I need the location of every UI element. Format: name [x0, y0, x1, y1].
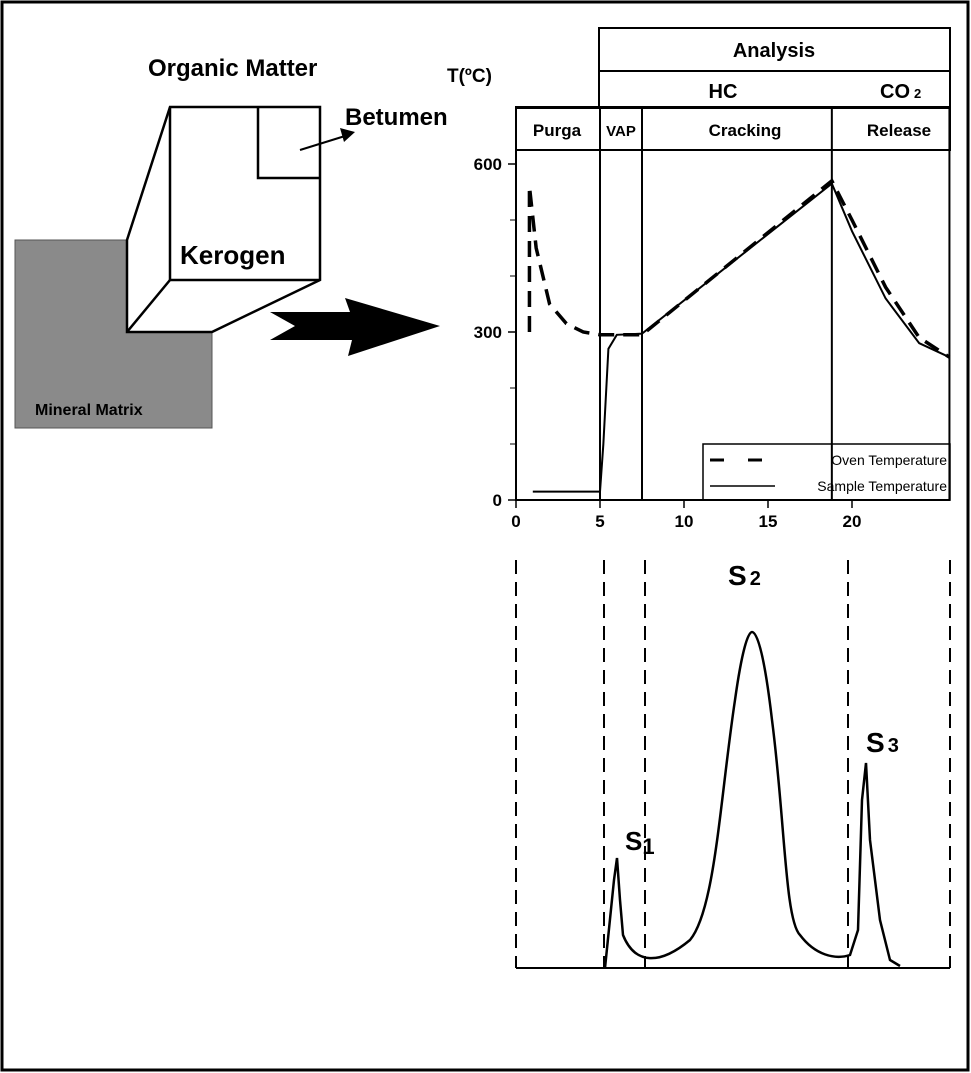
- label: Betumen: [345, 104, 448, 131]
- subscript: 2: [750, 568, 761, 590]
- temperature-curve: [532, 182, 950, 493]
- label: Mineral Matrix: [35, 402, 143, 419]
- phase: VAP: [606, 123, 636, 140]
- legend-label: Oven Temperature: [831, 452, 947, 468]
- big-arrow: [270, 298, 440, 356]
- x-tick-label: 20: [843, 512, 862, 531]
- pyrogram-dividers: [515, 560, 951, 968]
- peak-label: S: [625, 826, 642, 856]
- x-tick-label: 0: [511, 512, 520, 531]
- subscript: 1: [642, 834, 654, 859]
- header: HC: [709, 81, 738, 103]
- betumen-box: [256, 107, 320, 180]
- y-tick-label: 300: [474, 323, 502, 342]
- x-tick-label: 5: [595, 512, 604, 531]
- peak-label: S: [728, 560, 747, 591]
- y-tick-label: 600: [474, 155, 502, 174]
- label: Organic Matter: [148, 55, 317, 82]
- pyrogram-curve: [603, 630, 901, 969]
- phase: Release: [867, 121, 931, 140]
- x-tick-label: 10: [675, 512, 694, 531]
- cube-edge: [126, 279, 171, 333]
- legend-label: Sample Temperature: [817, 478, 947, 494]
- label: Kerogen: [180, 240, 285, 270]
- temperature-curve: [527, 178, 951, 359]
- y-axis-label: T(ºC): [447, 66, 492, 87]
- kerogen-cube: [125, 105, 322, 334]
- header: Analysis: [733, 40, 815, 62]
- y-tick-label: 0: [493, 491, 502, 510]
- betumen-arrow: [299, 135, 346, 151]
- header: CO: [880, 81, 910, 103]
- subscript: 2: [914, 86, 921, 101]
- peak-label: S: [866, 727, 885, 758]
- phase: Cracking: [709, 121, 782, 140]
- subscript: 3: [888, 735, 899, 757]
- phase: Purga: [533, 121, 582, 140]
- plot-area: [515, 107, 951, 501]
- x-tick-label: 15: [759, 512, 778, 531]
- arrow-head: [340, 128, 355, 142]
- peak-label: S1: [625, 826, 655, 859]
- header: CO 2: [880, 81, 921, 103]
